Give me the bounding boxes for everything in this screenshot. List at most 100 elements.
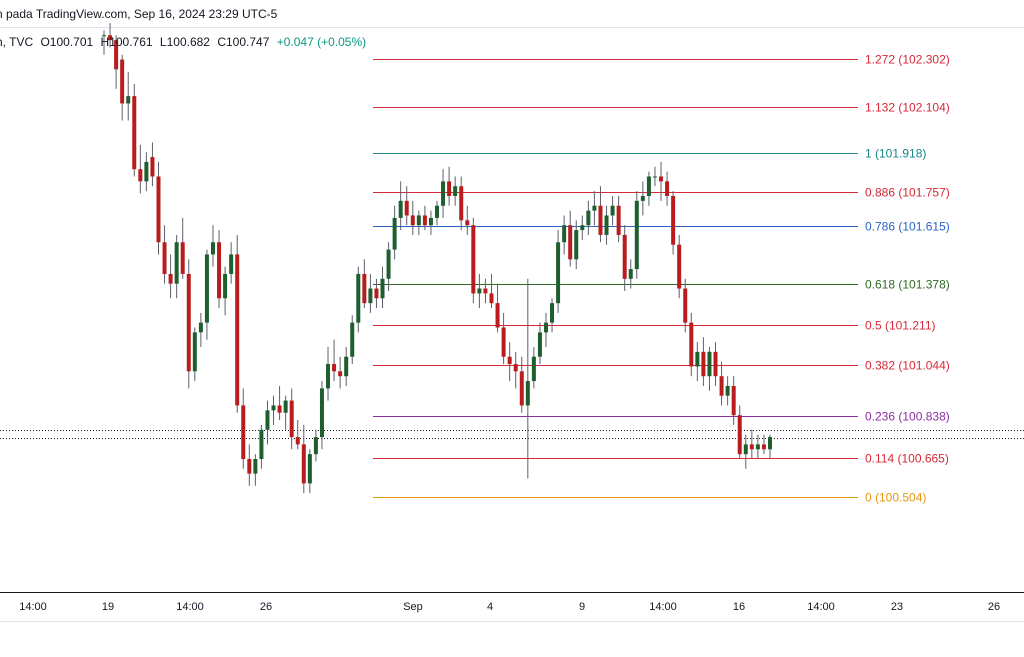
- candle: [652, 166, 657, 187]
- candle: [259, 424, 264, 469]
- legend-symbol: h, TVC: [0, 35, 34, 49]
- candle-body: [108, 35, 113, 41]
- legend-low: L100.682: [159, 35, 210, 49]
- candle: [313, 429, 318, 462]
- candle-body: [713, 351, 718, 377]
- candle-body: [204, 254, 209, 323]
- candle: [229, 242, 234, 284]
- candle: [640, 181, 645, 216]
- candle: [447, 166, 452, 206]
- candle: [210, 225, 215, 267]
- candle-body: [743, 444, 748, 455]
- candle: [332, 339, 337, 382]
- candle-body: [665, 181, 670, 196]
- candle: [689, 312, 694, 377]
- candles: [102, 23, 772, 494]
- candle: [519, 356, 524, 413]
- fib-level-label: 0.886 (101.757): [865, 186, 950, 200]
- candle-body: [755, 444, 760, 450]
- candle-body: [295, 437, 300, 445]
- candle-body: [416, 215, 421, 226]
- fibonacci-retracement[interactable]: 1.272 (102.302) 1.132 (102.104) 1 (101.918…: [373, 53, 950, 505]
- candle-body: [701, 351, 706, 377]
- candle-body: [616, 205, 621, 235]
- candle-body: [519, 371, 524, 406]
- candle: [659, 161, 664, 201]
- candle-body: [531, 356, 536, 382]
- candle-body: [586, 210, 591, 226]
- time-axis-tick-label: 4: [487, 601, 493, 613]
- legend-close: C100.747: [217, 35, 270, 49]
- candle-body: [489, 293, 494, 304]
- candle-body: [301, 444, 306, 484]
- fib-level-label: 0 (100.504): [865, 491, 926, 505]
- candle: [204, 249, 209, 340]
- candle: [356, 266, 361, 333]
- candle: [665, 171, 670, 206]
- candle-body: [580, 225, 585, 231]
- candle: [580, 215, 585, 240]
- candle-body: [186, 273, 191, 372]
- time-axis-tick-label: 14:00: [176, 601, 204, 613]
- candle-body: [507, 356, 512, 365]
- candle: [289, 388, 294, 450]
- candle: [132, 83, 137, 177]
- candle: [671, 191, 676, 255]
- candle: [616, 195, 621, 243]
- candle-body: [513, 364, 518, 372]
- candle-body: [404, 200, 409, 216]
- candle: [398, 181, 403, 231]
- candle: [459, 176, 464, 231]
- candle-body: [543, 322, 548, 333]
- candle: [441, 169, 446, 218]
- candlestick-chart[interactable]: 1.272 (102.302) 1.132 (102.104) 1 (101.918…: [0, 0, 1024, 621]
- candle: [525, 278, 530, 479]
- candle: [507, 342, 512, 382]
- candle: [556, 230, 561, 313]
- candle-body: [259, 429, 264, 460]
- candle: [271, 395, 276, 425]
- candle-body: [634, 200, 639, 270]
- candle-body: [598, 205, 603, 235]
- fib-level-label: 0.382 (101.044): [865, 359, 950, 373]
- candle-body: [695, 351, 700, 367]
- candle: [428, 210, 433, 235]
- candle-body: [271, 405, 276, 411]
- candle-body: [392, 217, 397, 250]
- candle-body: [386, 249, 391, 279]
- candle-body: [610, 205, 615, 216]
- chart-title: n pada TradingView.com, Sep 16, 2024 23:…: [0, 7, 278, 21]
- candle: [513, 351, 518, 389]
- candle: [295, 420, 300, 450]
- candle-body: [574, 230, 579, 260]
- candle-body: [144, 161, 149, 182]
- candle-body: [253, 459, 258, 474]
- candle-body: [368, 288, 373, 304]
- candle: [102, 30, 106, 55]
- candle-body: [362, 273, 367, 304]
- candle-body: [398, 200, 403, 218]
- candle-body: [114, 40, 119, 70]
- candle-body: [289, 400, 294, 438]
- candle-body: [556, 242, 561, 304]
- candle: [725, 376, 730, 406]
- candle: [737, 405, 742, 460]
- candle: [604, 205, 609, 245]
- candle: [531, 346, 536, 389]
- candle-body: [247, 459, 252, 474]
- candle: [156, 161, 161, 255]
- candle: [683, 278, 688, 333]
- candle-body: [459, 186, 464, 221]
- candle-body: [652, 176, 657, 178]
- candle-body: [428, 217, 433, 226]
- candle: [326, 346, 331, 401]
- candle-body: [332, 364, 337, 372]
- candle-body: [707, 351, 712, 377]
- candle: [350, 315, 355, 365]
- candle-body: [174, 242, 179, 284]
- candle: [392, 205, 397, 260]
- candle: [677, 234, 682, 299]
- candle-body: [338, 371, 343, 377]
- candle: [622, 225, 627, 291]
- candle: [144, 152, 149, 192]
